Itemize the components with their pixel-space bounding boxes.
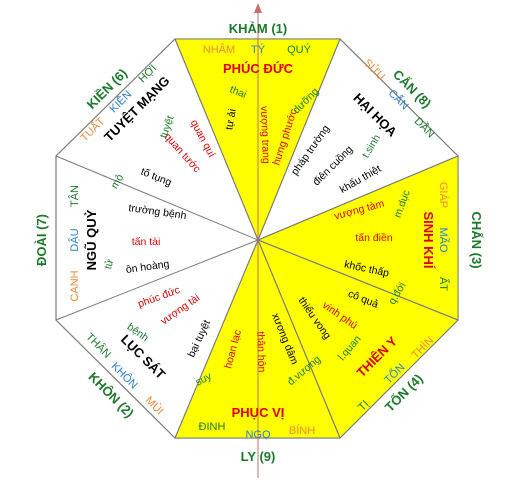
palace-ngu-quy: NGŨ QUỶ	[84, 209, 99, 270]
sub-nham: NHÂM	[203, 43, 235, 56]
star-tan-tai: tấn tài	[132, 236, 161, 248]
sub-ngo: NGỌ	[245, 429, 271, 441]
sub-giap: GIÁP	[437, 182, 450, 208]
sub-dinh: ĐINH	[199, 421, 226, 433]
direction-doai: ĐOÀI (7)	[34, 214, 49, 266]
sub-at: ẤT	[437, 277, 450, 291]
direction-kham: KHẢM (1)	[229, 21, 288, 36]
star-tu: tử	[102, 258, 116, 271]
sub-ty: TÝ	[251, 43, 266, 56]
palace-phuc-duc: PHÚC ĐỨC	[223, 61, 294, 76]
north-arrow-icon	[254, 3, 262, 13]
star-tan-dien: tấn điền	[355, 232, 393, 244]
sub-mao: MÃO	[437, 227, 450, 253]
sub-canh: CANH	[69, 270, 81, 301]
sub-quy: QUÝ	[287, 43, 312, 56]
star-thai: thai	[228, 83, 248, 100]
sub-tan: TÂN	[68, 185, 81, 207]
palace-sinh-khi: SINH KHÍ	[421, 211, 436, 268]
star-than-hon: thân hôn	[254, 331, 267, 372]
direction-chan: CHẤN (3)	[469, 211, 484, 268]
direction-ly: LY (9)	[241, 449, 276, 464]
palace-phuc-vi: PHỤC VỊ	[232, 405, 285, 420]
star-vuong-trang: vượng trang	[258, 106, 272, 164]
sub-binh: BÍNH	[289, 424, 315, 437]
star-tu-ai: tự ải	[223, 108, 238, 131]
sector-dividers	[55, 38, 459, 439]
sub-dau: DẬU	[68, 228, 81, 251]
